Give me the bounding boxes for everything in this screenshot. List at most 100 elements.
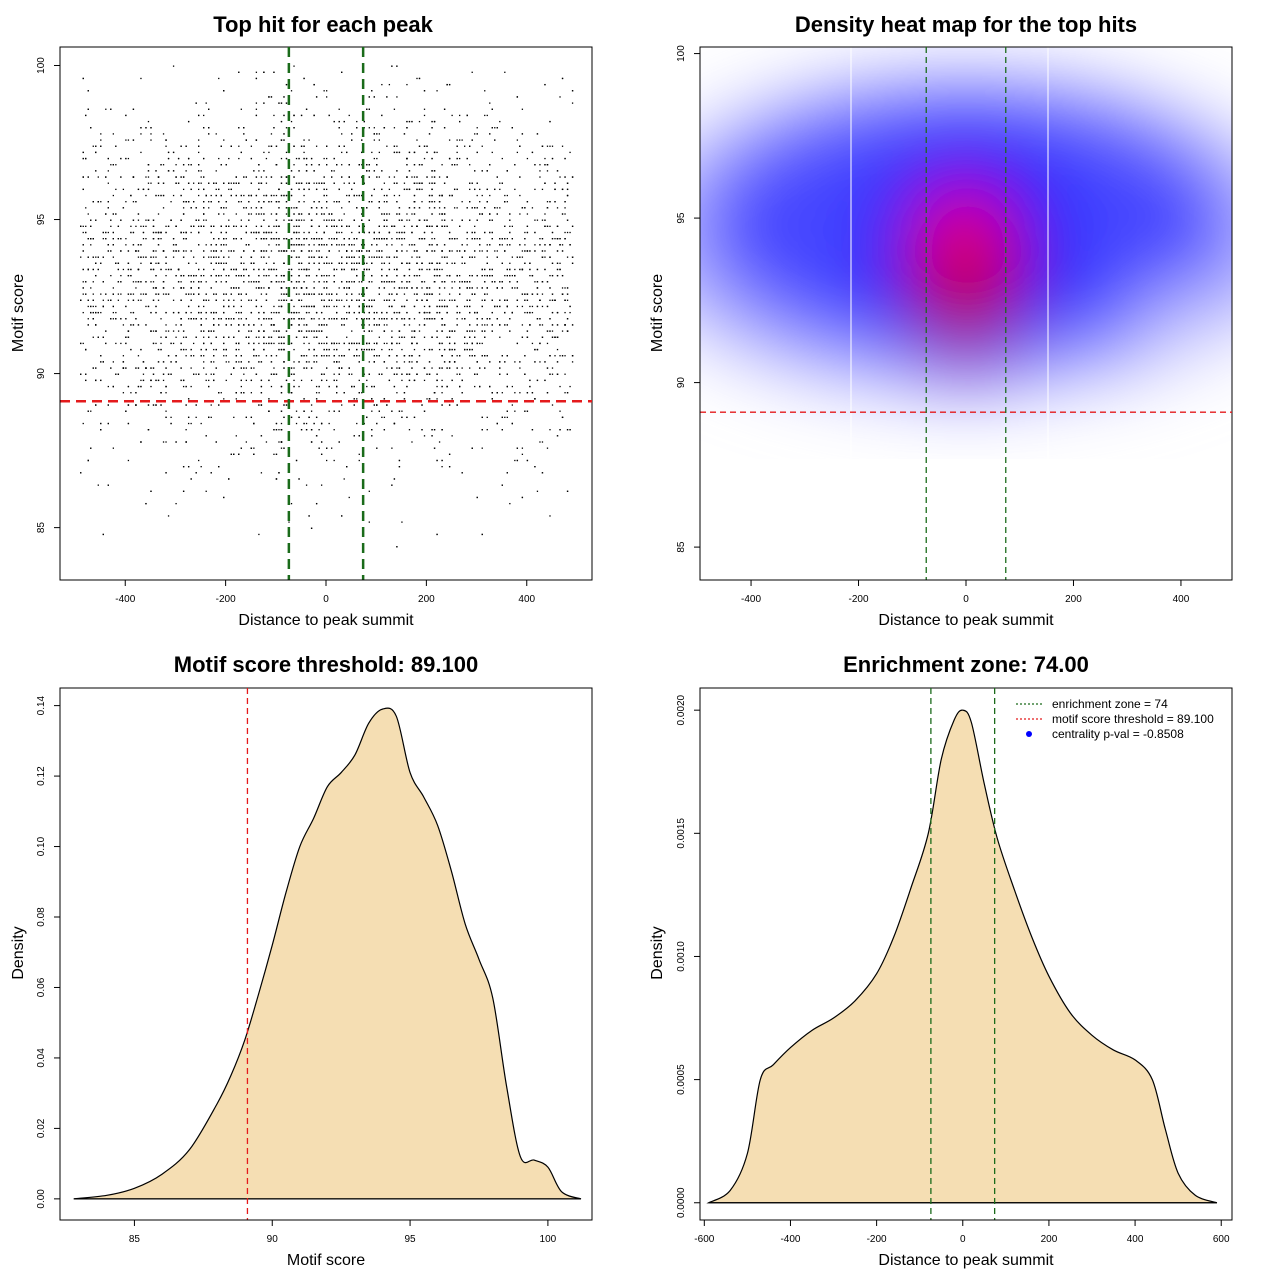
scatter-point [300, 355, 303, 357]
scatter-point [95, 219, 97, 221]
scatter-point [341, 219, 343, 221]
scatter-point [333, 201, 335, 203]
scatter-point [228, 250, 230, 252]
scatter-point [438, 201, 441, 203]
scatter-point [205, 490, 207, 492]
scatter-point [499, 207, 501, 209]
scatter-point [100, 361, 102, 363]
scatter-point [423, 435, 426, 437]
scatter-point [223, 305, 225, 308]
scatter-point [351, 330, 353, 332]
scatter-point [228, 361, 230, 363]
scatter-point [431, 213, 433, 215]
scatter-point [356, 194, 358, 197]
scatter-point [521, 250, 524, 252]
scatter-point [564, 311, 566, 314]
scatter-point [484, 268, 486, 271]
scatter-point [218, 274, 220, 277]
scatter-point [469, 164, 471, 166]
scatter-point [423, 114, 426, 117]
scatter-point [506, 238, 508, 240]
scatter-point [408, 429, 411, 431]
scatter-point [541, 219, 544, 221]
scatter-point [546, 305, 549, 308]
scatter-point [278, 311, 280, 314]
scatter-point [423, 348, 426, 351]
scatter-point [433, 318, 436, 320]
scatter-point [285, 379, 288, 382]
scatter-point [474, 225, 476, 227]
scatter-point [338, 441, 340, 443]
scatter-point [318, 318, 320, 320]
scatter-point [315, 361, 318, 363]
scatter-point [310, 379, 313, 382]
scatter-point [265, 262, 268, 264]
scatter-point [378, 207, 380, 209]
scatter-point [273, 342, 275, 345]
scatter-point [398, 342, 401, 345]
scatter-point [561, 213, 564, 215]
scatter-point [383, 299, 386, 301]
scatter-point [411, 256, 413, 258]
scatter-point [82, 231, 84, 234]
scatter-point [486, 114, 488, 117]
scatter-point [491, 274, 493, 277]
scatter-point [235, 225, 237, 227]
scatter-point [290, 90, 293, 92]
scatter-point [551, 293, 554, 295]
scatter-point [182, 287, 185, 289]
scatter-point [406, 188, 408, 191]
scatter-point [464, 336, 466, 338]
scatter-point [451, 250, 453, 252]
scatter-point [421, 188, 423, 191]
scatter-point [152, 342, 155, 345]
scatter-point [127, 268, 130, 271]
scatter-point [408, 281, 411, 283]
scatter-point [534, 348, 536, 351]
scatter-point [112, 361, 114, 363]
scatter-point [175, 250, 177, 252]
scatter-point [273, 262, 275, 264]
scatter-point [100, 311, 102, 314]
scatter-point [172, 299, 175, 301]
scatter-point [135, 225, 137, 227]
scatter-point [210, 274, 212, 277]
scatter-point [295, 225, 298, 227]
scatter-point [451, 114, 453, 117]
scatter-point [328, 305, 330, 308]
scatter-point [293, 176, 295, 178]
scatter-point [243, 207, 245, 209]
scatter-point [343, 478, 345, 480]
scatter-point [270, 385, 273, 388]
scatter-point [368, 490, 370, 492]
scatter-point [441, 324, 443, 326]
scatter-point [403, 238, 406, 240]
scatter-point [451, 330, 453, 332]
scatter-point [501, 416, 503, 419]
scatter-point [378, 355, 380, 357]
scatter-point [499, 188, 501, 191]
scatter-point [516, 256, 519, 258]
scatter-point [378, 176, 380, 178]
scatter-point [346, 311, 348, 314]
scatter-point [258, 404, 260, 406]
scatter-point [120, 281, 122, 283]
scatter-point [396, 311, 398, 314]
scatter-point [238, 293, 240, 295]
scatter-point [182, 256, 185, 258]
scatter-point [438, 213, 441, 215]
scatter-point [107, 170, 109, 172]
scatter-point [373, 299, 375, 301]
scatter-point [551, 231, 554, 234]
scatter-point [125, 201, 127, 203]
scatter-point [195, 262, 197, 264]
scatter-point [320, 379, 323, 382]
scatter-point [446, 225, 448, 227]
scatter-point [501, 182, 503, 184]
scatter-point [280, 102, 283, 104]
scatter-point [416, 182, 418, 184]
scatter-point [150, 256, 152, 258]
scatter-point [373, 170, 375, 172]
scatter-point [448, 139, 451, 141]
scatter-point [499, 367, 501, 369]
